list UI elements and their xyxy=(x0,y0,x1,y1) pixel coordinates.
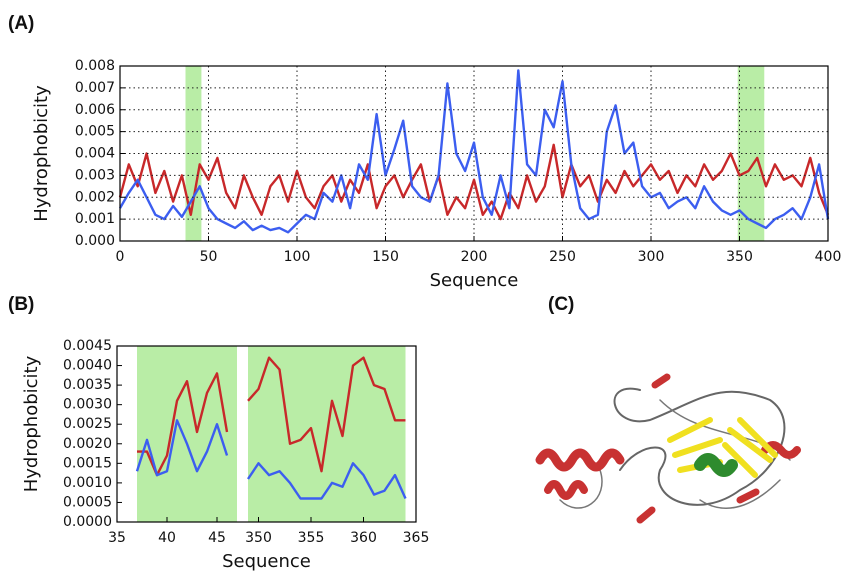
panel-label: (C) xyxy=(548,294,574,315)
plot-frame xyxy=(119,65,829,242)
x-tick-label: 250 xyxy=(549,249,576,265)
y-tick-label: 0.0045 xyxy=(63,338,112,354)
plot-area xyxy=(116,345,417,523)
plot-area xyxy=(118,65,830,242)
y-tick-label: 0.008 xyxy=(75,58,115,74)
protein-structure xyxy=(535,373,801,524)
data-line xyxy=(135,419,229,477)
y-tick-label: 0.0030 xyxy=(63,397,112,413)
x-tick-label: 40 xyxy=(158,530,176,546)
x-tick-label: 350 xyxy=(245,530,272,546)
y-tick-label: 0.0010 xyxy=(63,475,112,491)
x-tick-label: 45 xyxy=(208,530,226,546)
y-tick-label: 0.006 xyxy=(75,102,115,118)
data-line xyxy=(137,372,229,477)
data-line xyxy=(247,356,406,473)
y-tick-label: 0.0020 xyxy=(63,436,112,452)
data-line xyxy=(118,143,830,221)
y-tick-label: 0.001 xyxy=(75,211,115,227)
x-tick-label: 355 xyxy=(298,530,325,546)
y-tick-label: 0.0000 xyxy=(63,514,112,530)
x-axis-label: Sequence xyxy=(430,270,519,291)
y-tick-label: 0.005 xyxy=(75,124,115,140)
y-tick-label: 0.0040 xyxy=(63,358,112,374)
x-tick-label: 360 xyxy=(350,530,377,546)
x-tick-label: 300 xyxy=(638,249,665,265)
x-tick-label: 150 xyxy=(372,249,399,265)
y-tick-label: 0.003 xyxy=(75,167,115,183)
x-tick-label: 50 xyxy=(200,249,218,265)
y-axis-label: Hydrophobicity xyxy=(21,355,42,492)
data-line xyxy=(247,462,407,500)
data-line xyxy=(118,69,830,234)
y-tick-label: 0.0035 xyxy=(63,377,112,393)
y-tick-label: 0.0015 xyxy=(63,455,112,471)
x-tick-label: 35 xyxy=(108,530,126,546)
y-tick-label: 0.0005 xyxy=(63,494,112,510)
panel-label: (A) xyxy=(8,13,34,34)
x-tick-label: 200 xyxy=(461,249,488,265)
y-tick-label: 0.004 xyxy=(75,146,115,162)
y-axis-label: Hydrophobicity xyxy=(31,85,52,222)
y-tick-label: 0.000 xyxy=(75,233,115,249)
panel-label: (B) xyxy=(8,294,34,315)
highlight-band xyxy=(137,346,237,522)
x-tick-label: 350 xyxy=(726,249,753,265)
x-tick-label: 365 xyxy=(403,530,430,546)
x-axis-label: Sequence xyxy=(222,551,311,572)
y-tick-label: 0.007 xyxy=(75,80,115,96)
x-tick-label: 0 xyxy=(116,249,125,265)
plot-frame xyxy=(116,345,417,523)
x-tick-label: 100 xyxy=(284,249,311,265)
y-tick-label: 0.0025 xyxy=(63,416,112,432)
x-tick-label: 400 xyxy=(815,249,842,265)
y-tick-label: 0.002 xyxy=(75,189,115,205)
